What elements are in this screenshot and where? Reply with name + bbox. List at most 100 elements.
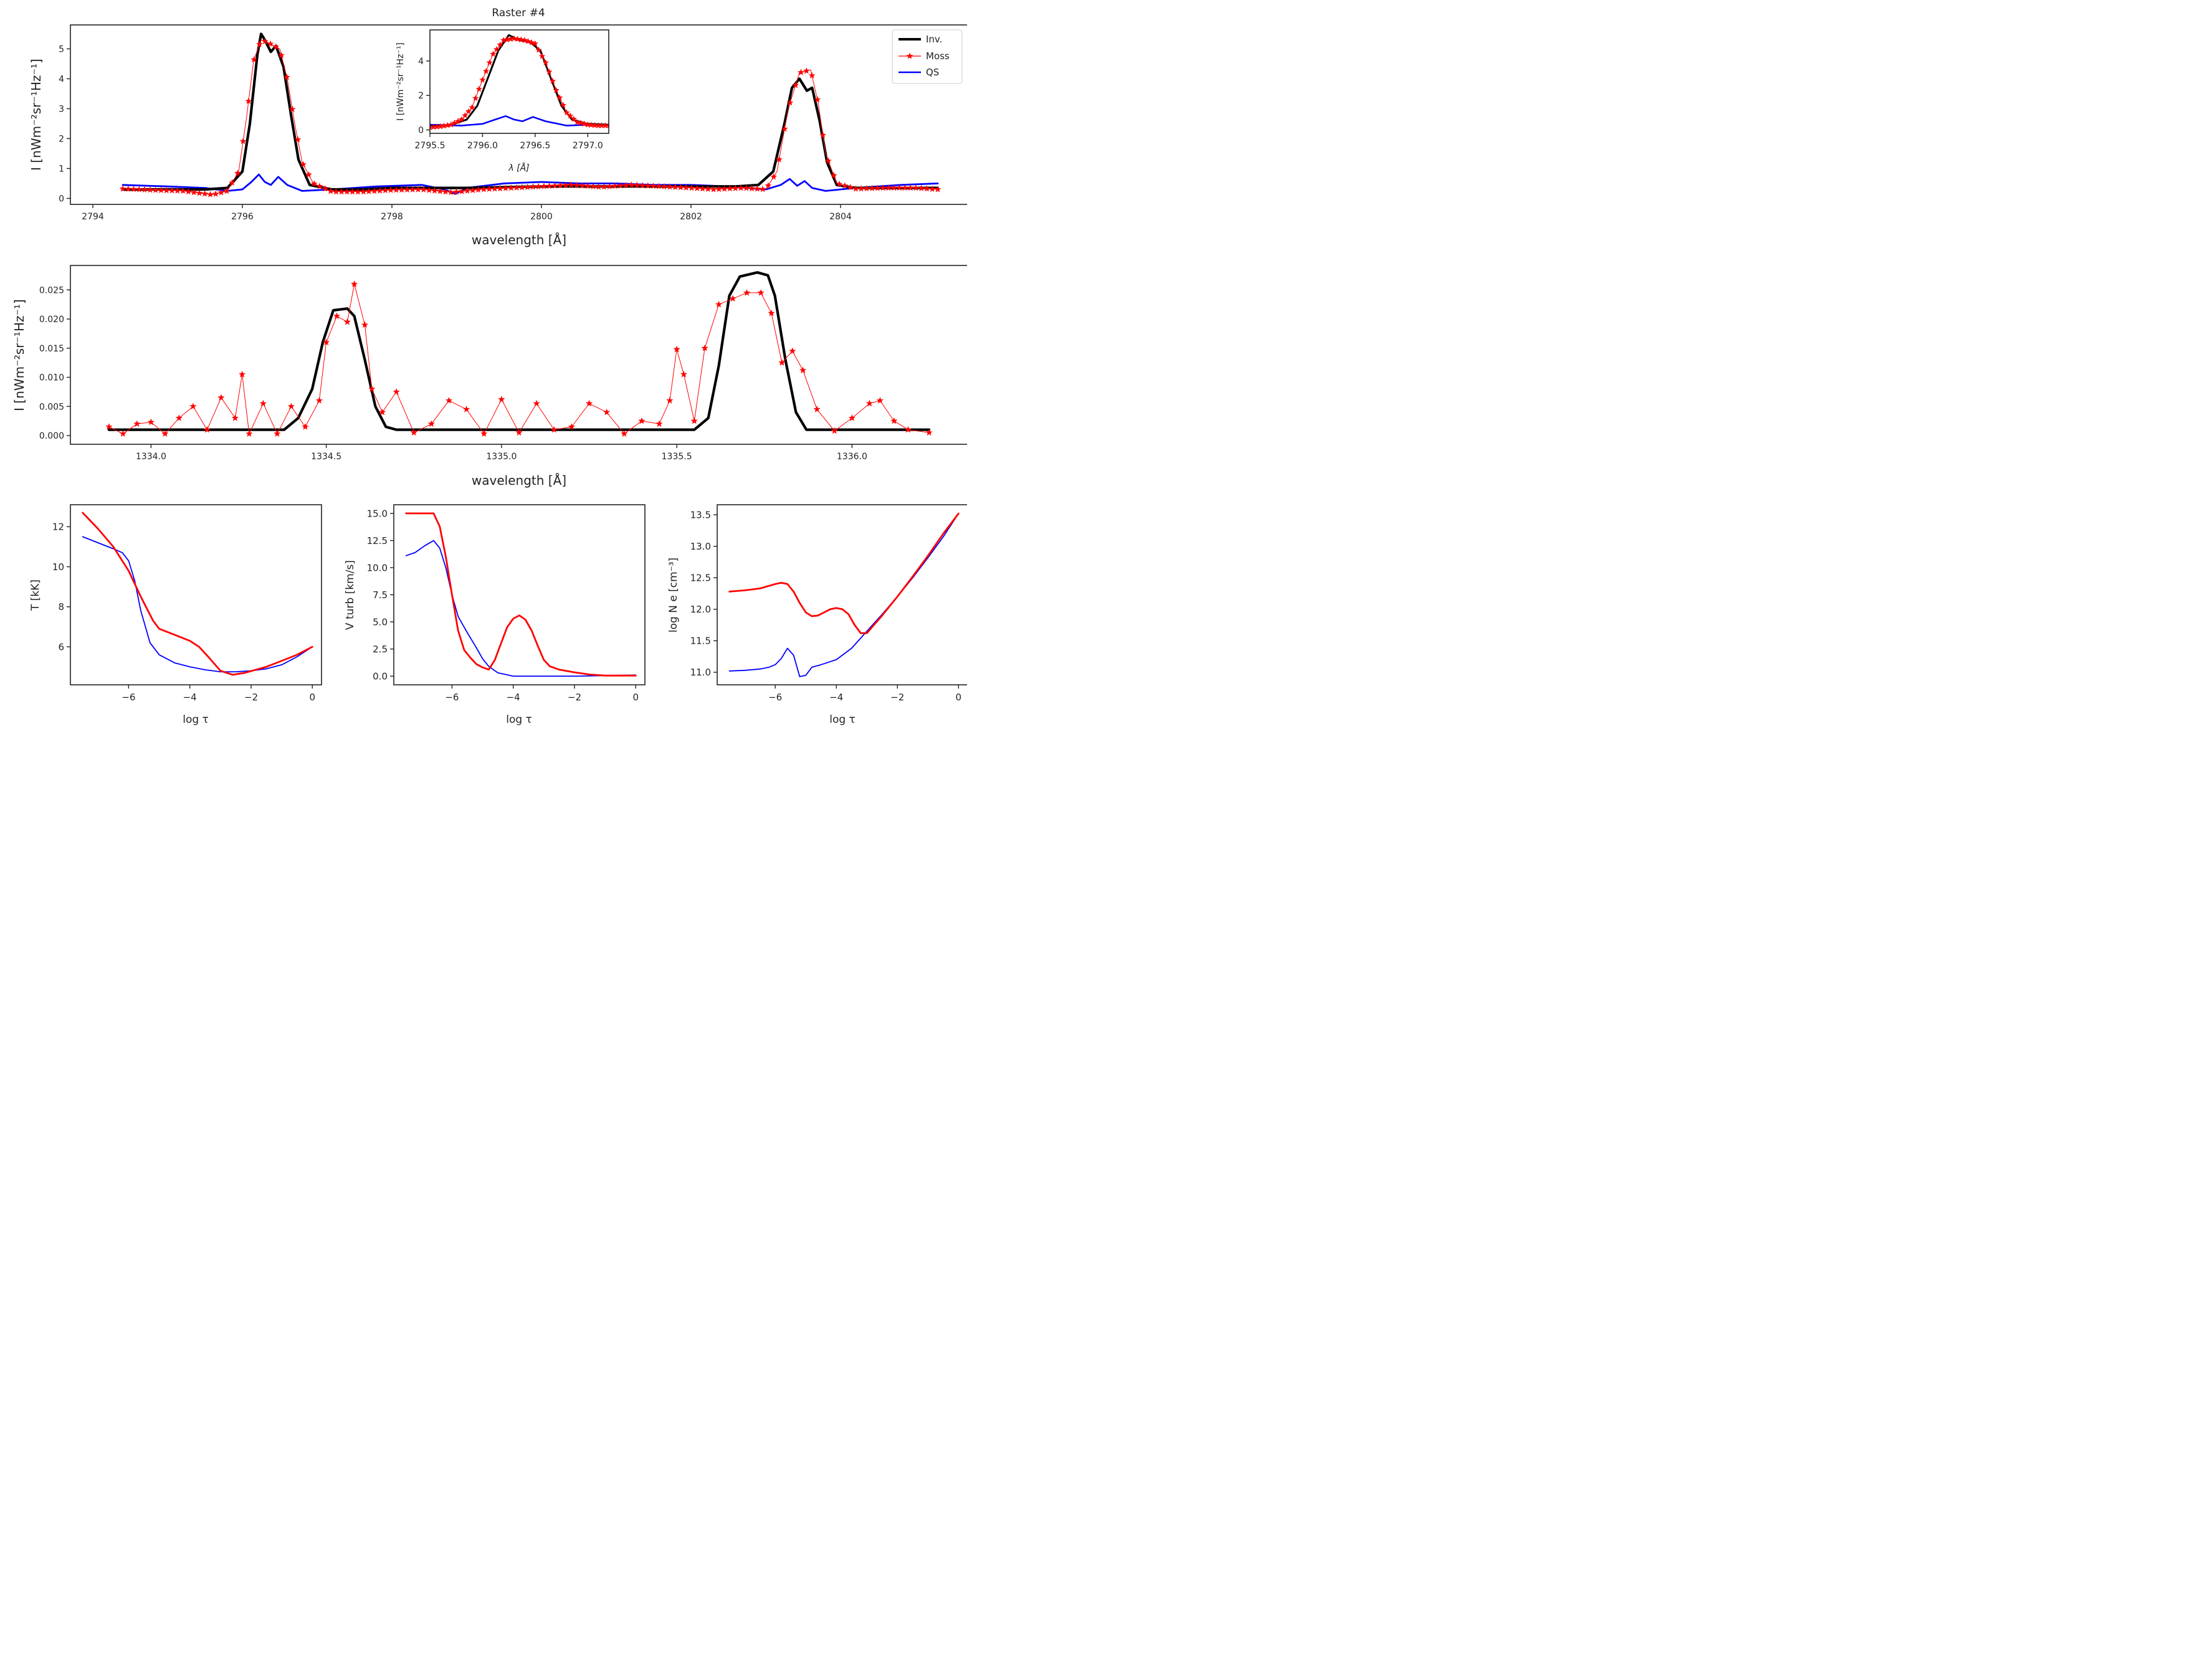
mgii-inset-moss-marker — [549, 77, 556, 84]
mgii-moss-marker — [650, 182, 657, 189]
mgii-moss-marker — [442, 188, 449, 195]
mgii-moss-marker — [485, 185, 493, 193]
temp-frame — [70, 504, 322, 685]
vturb-ytick-label: 7.5 — [373, 589, 388, 601]
vturb-xtick-label: −2 — [568, 692, 581, 703]
mgii-inset-moss-marker — [479, 76, 486, 83]
mgii-moss-marker — [627, 181, 635, 188]
mgii-moss-marker — [376, 187, 384, 194]
temp-xlabel: log τ — [183, 713, 209, 726]
cii-moss-marker — [393, 388, 400, 395]
mgii-moss-marker — [152, 186, 160, 193]
mgii-moss-marker — [589, 183, 597, 189]
vturb-xtick-label: 0 — [632, 692, 639, 703]
cii-moss-marker — [585, 399, 593, 407]
cii-moss-marker — [848, 414, 856, 421]
legend-qs-label: QS — [926, 67, 939, 78]
mgii-inset-moss-marker — [518, 36, 525, 43]
mgii-moss-marker — [633, 181, 641, 188]
mgii-inset-moss-marker — [553, 87, 560, 93]
cii-moss-marker — [175, 414, 183, 421]
cii-moss-marker — [799, 366, 807, 374]
mgii-moss-marker — [578, 182, 586, 189]
mgii-moss-marker — [469, 186, 477, 194]
mgii-moss-marker — [584, 182, 591, 189]
inset-xlabel: λ [Å] — [508, 163, 529, 173]
ne-ytick-label: 12.0 — [690, 604, 711, 615]
ne-ytick-label: 11.5 — [690, 636, 711, 647]
mgii-moss-marker — [196, 189, 203, 196]
cii-moss-marker — [368, 385, 376, 393]
cii-moss-marker — [666, 396, 674, 404]
cii-ytick-label: 0.015 — [39, 344, 64, 354]
mgii-ytick-label: 2 — [59, 134, 64, 144]
mgii-moss-marker — [174, 187, 181, 194]
mgii-moss-marker — [524, 183, 532, 190]
mgii-moss-marker — [201, 190, 209, 197]
mgii-inset-moss-marker — [570, 115, 578, 122]
mgii-xtick-label: 2800 — [530, 212, 553, 222]
mgii-moss-marker — [912, 184, 920, 191]
temp-moss-line — [82, 512, 313, 676]
mgii-inset-qs-line — [430, 115, 609, 126]
mgii-inset-moss-marker — [475, 85, 483, 92]
mgii-inset-moss-marker — [458, 116, 465, 123]
mgii-inset-moss-marker — [521, 37, 528, 44]
mgii-inset-moss-marker — [556, 94, 563, 101]
mgii-inset-xtick-label: 2796.0 — [467, 141, 498, 151]
mgii-moss-marker — [644, 182, 652, 189]
mgii-moss-marker — [556, 181, 564, 189]
mgii-moss-marker — [217, 189, 225, 196]
ne-moss-line — [728, 512, 960, 634]
mgii-moss-marker — [562, 181, 570, 188]
ne-xtick-label: −4 — [829, 692, 843, 703]
mgii-moss-marker — [660, 183, 668, 190]
mgii-moss-marker — [491, 185, 498, 192]
cii-moss-marker — [690, 417, 698, 424]
mgii-ytick-label: 4 — [59, 74, 64, 84]
cii-moss-marker — [768, 309, 775, 317]
temp-qs-line — [82, 536, 313, 672]
ne-xtick-label: −2 — [890, 692, 904, 703]
mgii-moss-marker — [546, 182, 553, 189]
mgii-moss-marker — [294, 136, 302, 143]
mgii-moss-marker — [163, 186, 170, 194]
mgii-moss-marker — [184, 188, 192, 195]
mgii-moss-marker — [765, 182, 772, 189]
mgii-moss-marker — [715, 185, 723, 193]
mgii-moss-marker — [529, 183, 536, 190]
mgii-moss-marker — [387, 186, 394, 193]
ne-ylabel: log N e [cm⁻³] — [667, 558, 680, 632]
mgii-moss-marker — [431, 187, 438, 194]
mgii-moss-marker — [808, 72, 816, 79]
vturb-xtick-label: −6 — [445, 692, 459, 703]
mgii-inset-ytick-label: 0 — [418, 126, 424, 136]
mgii-inset-moss-marker — [581, 120, 588, 127]
cii-moss-marker — [831, 427, 838, 434]
cii-moss-marker — [462, 405, 470, 413]
panel-density: −6 −4 −2 0 11.0 11.5 12.0 12.5 13.0 13.5 log τ lo… — [667, 504, 967, 726]
mgii-moss-marker — [694, 184, 701, 191]
cii-moss-line — [108, 284, 930, 434]
ne-ticks: −6 −4 −2 0 11.0 11.5 12.0 12.5 13.0 13.5 — [690, 510, 961, 703]
cii-moss-marker — [757, 289, 765, 296]
temp-ylabel: T [kK] — [29, 580, 42, 611]
cii-moss-marker — [315, 396, 323, 404]
cii-xtick-label: 1336.0 — [837, 452, 867, 462]
legend: Inv. Moss QS — [892, 29, 963, 84]
mgii-inset-moss-marker — [510, 35, 518, 42]
mgii-xtick-label: 2802 — [680, 212, 702, 222]
cii-moss-marker — [203, 426, 211, 433]
vturb-xlabel: log τ — [506, 713, 532, 726]
mgii-moss-marker — [666, 183, 674, 190]
cii-moss-marker — [445, 396, 453, 404]
mgii-inset-moss-marker — [588, 122, 595, 128]
mgii-moss-marker — [535, 183, 542, 190]
temp-xtick-label: 0 — [309, 692, 315, 703]
cii-moss-marker — [904, 426, 912, 433]
mgii-xtick-label: 2798 — [381, 212, 403, 222]
mgii-moss-marker — [245, 97, 252, 105]
mgii-inset-moss-marker — [497, 41, 503, 48]
mgii-moss-marker — [688, 184, 695, 191]
mgii-xtick-label: 2796 — [231, 212, 254, 222]
